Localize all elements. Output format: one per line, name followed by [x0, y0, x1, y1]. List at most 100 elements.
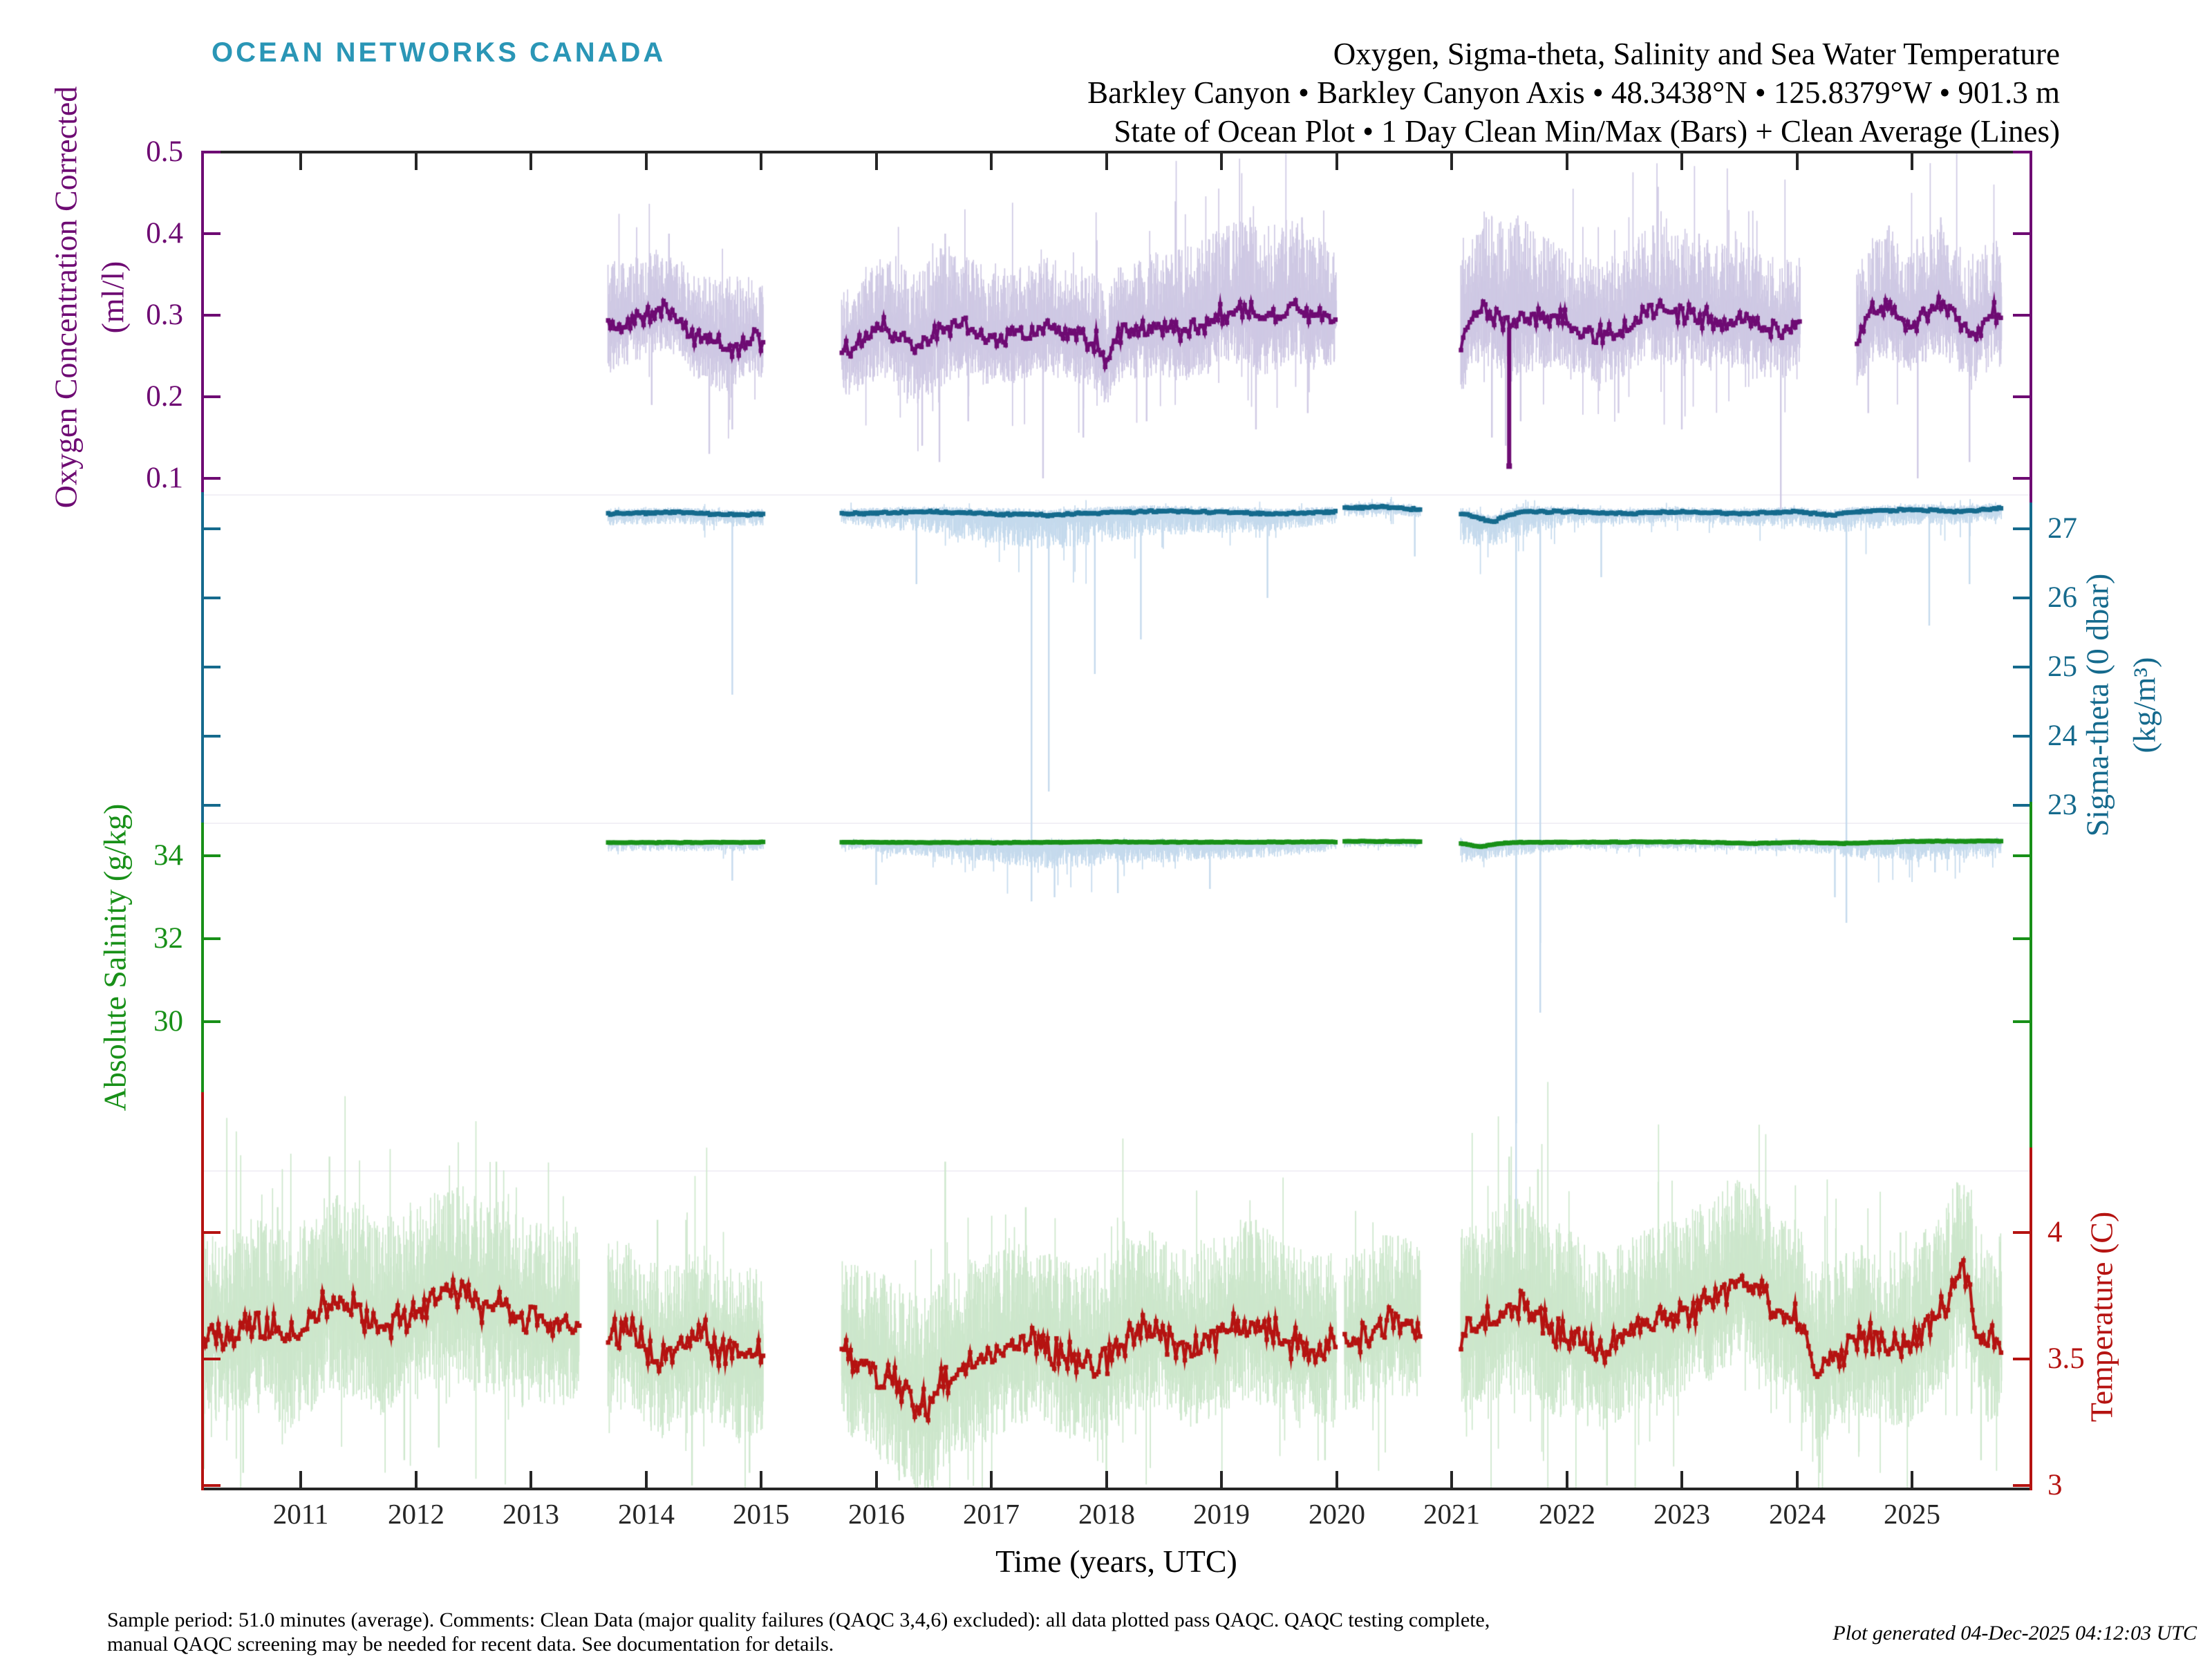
y-tick-right-sigma-27: [2013, 527, 2030, 530]
x-tick-bottom-2025: [1911, 1471, 1913, 1488]
x-tick-top-2013: [529, 153, 532, 170]
x-tick-label-2023: 2023: [1653, 1498, 1710, 1530]
footer-comments-line-2: manual QAQC screening may be needed for …: [107, 1633, 834, 1656]
y-tick-label-sigma-25: 25: [2047, 650, 2077, 683]
x-tick-label-2021: 2021: [1423, 1498, 1480, 1530]
y-tick-right-salinity-34: [2013, 854, 2030, 857]
y-tick-left-sigma-23: [204, 804, 221, 807]
y-tick-label-oxygen-0.3: 0.3: [146, 299, 183, 331]
y-spine-right-sigma: [2030, 503, 2032, 802]
y-spine-left-temperature: [201, 1092, 204, 1490]
x-tick-label-2025: 2025: [1884, 1498, 1940, 1530]
y-tick-left-oxygen-0.4: [204, 232, 221, 235]
y-tick-left-sigma-24: [204, 735, 221, 738]
y-tick-right-oxygen-0.3: [2013, 314, 2030, 317]
y-tick-label-temperature-3.5: 3.5: [2047, 1342, 2085, 1375]
x-tick-label-2020: 2020: [1309, 1498, 1365, 1530]
y-tick-right-sigma-25: [2013, 666, 2030, 668]
x-tick-label-2013: 2013: [503, 1498, 559, 1530]
plot-generated-timestamp: Plot generated 04-Dec-2025 04:12:03 UTC: [1833, 1622, 2197, 1644]
y-tick-left-oxygen-0.3: [204, 314, 221, 317]
x-tick-label-2022: 2022: [1539, 1498, 1595, 1530]
x-tick-top-2024: [1796, 153, 1799, 170]
y-spine-left-sigma: [201, 492, 204, 823]
y-tick-label-temperature-4: 4: [2047, 1216, 2063, 1248]
y-tick-label-sigma-26: 26: [2047, 581, 2077, 614]
x-tick-top-2016: [875, 153, 878, 170]
y-tick-right-oxygen-0.1: [2013, 477, 2030, 480]
x-tick-top-2011: [299, 153, 302, 170]
x-tick-bottom-2023: [1680, 1471, 1683, 1488]
x-tick-bottom-2022: [1566, 1471, 1568, 1488]
x-tick-label-2014: 2014: [618, 1498, 675, 1530]
x-tick-top-2022: [1566, 153, 1568, 170]
x-tick-label-2011: 2011: [272, 1498, 329, 1530]
y-spine-right-temperature: [2030, 1147, 2032, 1490]
x-tick-top-2017: [990, 153, 993, 170]
y-tick-label-oxygen-0.5: 0.5: [146, 135, 183, 168]
x-tick-top-2020: [1335, 153, 1338, 170]
y-tick-right-sigma-24: [2013, 735, 2030, 738]
y-tick-left-sigma-25: [204, 666, 221, 668]
y-tick-left-sigma-27: [204, 527, 221, 530]
y-tick-label-salinity-30: 30: [153, 1005, 183, 1038]
x-tick-top-2025: [1911, 153, 1913, 170]
footer-comments-line-1: Sample period: 51.0 minutes (average). C…: [107, 1609, 1490, 1631]
y-spine-left-salinity: [201, 823, 204, 1092]
y-tick-left-salinity-30: [204, 1020, 221, 1023]
plot-title-line-3: State of Ocean Plot • 1 Day Clean Min/Ma…: [1114, 114, 2060, 149]
x-tick-bottom-2016: [875, 1471, 878, 1488]
x-tick-top-2018: [1105, 153, 1108, 170]
x-tick-label-2018: 2018: [1078, 1498, 1135, 1530]
plot-border-top: [201, 151, 2032, 153]
y-tick-left-oxygen-0.5: [204, 151, 221, 153]
y-tick-right-salinity-32: [2013, 937, 2030, 940]
x-axis-title: Time (years, UTC): [995, 1544, 1237, 1579]
y-tick-right-oxygen-0.5: [2013, 151, 2030, 153]
y-tick-left-oxygen-0.1: [204, 477, 221, 480]
x-tick-bottom-2020: [1335, 1471, 1338, 1488]
y-tick-left-sigma-26: [204, 597, 221, 599]
x-tick-label-2015: 2015: [733, 1498, 789, 1530]
y-spine-right-oxygen: [2030, 151, 2032, 503]
y-tick-label-temperature-3: 3: [2047, 1469, 2063, 1501]
x-tick-top-2019: [1220, 153, 1223, 170]
x-tick-top-2014: [645, 153, 648, 170]
y-tick-left-temperature-3.5: [204, 1358, 221, 1360]
y-tick-left-salinity-32: [204, 937, 221, 940]
time-series-data-canvas: [204, 153, 2030, 1488]
x-tick-bottom-2017: [990, 1471, 993, 1488]
y-tick-right-sigma-26: [2013, 597, 2030, 599]
x-tick-bottom-2012: [415, 1471, 418, 1488]
y-tick-label-oxygen-0.1: 0.1: [146, 462, 183, 494]
y-tick-right-oxygen-0.2: [2013, 395, 2030, 398]
y-tick-right-sigma-23: [2013, 804, 2030, 807]
y-tick-label-salinity-34: 34: [153, 839, 183, 872]
ocean-networks-canada-logo: OCEAN NETWORKS CANADA: [212, 37, 666, 68]
y-spine-right-salinity: [2030, 802, 2032, 1147]
y-tick-label-sigma-24: 24: [2047, 720, 2077, 752]
plot-title-line-1: Oxygen, Sigma-theta, Salinity and Sea Wa…: [1333, 37, 2060, 71]
oxygen-axis-title-line-1: Oxygen Concentration Corrected: [48, 86, 84, 509]
y-tick-label-salinity-32: 32: [153, 922, 183, 955]
plot-title-block: Oxygen, Sigma-theta, Salinity and Sea Wa…: [1087, 35, 2060, 151]
x-tick-label-2016: 2016: [848, 1498, 905, 1530]
x-tick-bottom-2021: [1450, 1471, 1453, 1488]
y-tick-right-temperature-4: [2013, 1231, 2030, 1234]
y-tick-label-oxygen-0.2: 0.2: [146, 380, 183, 413]
x-tick-top-2015: [760, 153, 762, 170]
x-tick-top-2021: [1450, 153, 1453, 170]
plot-title-line-2: Barkley Canyon • Barkley Canyon Axis • 4…: [1087, 75, 2060, 110]
y-tick-right-temperature-3: [2013, 1484, 2030, 1487]
footer-comments: Sample period: 51.0 minutes (average). C…: [107, 1608, 1490, 1656]
y-tick-left-salinity-34: [204, 854, 221, 857]
x-tick-top-2023: [1680, 153, 1683, 170]
x-tick-bottom-2018: [1105, 1471, 1108, 1488]
y-tick-left-temperature-3: [204, 1484, 221, 1487]
y-spine-left-oxygen: [201, 151, 204, 492]
x-tick-label-2024: 2024: [1769, 1498, 1826, 1530]
x-tick-bottom-2015: [760, 1471, 762, 1488]
y-tick-right-oxygen-0.4: [2013, 232, 2030, 235]
x-tick-bottom-2024: [1796, 1471, 1799, 1488]
